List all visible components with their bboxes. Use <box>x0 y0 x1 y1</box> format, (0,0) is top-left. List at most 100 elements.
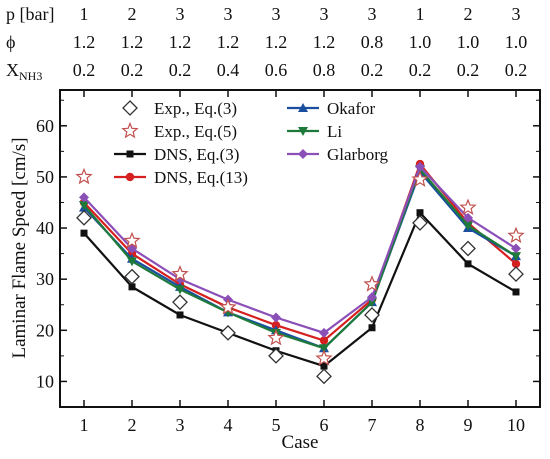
y-tick-label: 50 <box>36 167 54 187</box>
conditions-table: p [bar] 1 2 3 3 3 3 3 1 2 3 ϕ 1.2 1.2 1.2 1.2 1.2 1.2 0.8 1… <box>6 4 527 83</box>
y-tick-label: 30 <box>36 269 54 289</box>
legend-item: DNS, Eq.(13) <box>114 168 248 187</box>
conditions-cell: 1.2 <box>265 32 288 52</box>
conditions-cell: 1.2 <box>217 32 240 52</box>
data-point <box>416 209 424 217</box>
data-point <box>459 198 477 215</box>
x-tick-label: 7 <box>368 415 377 435</box>
data-point <box>172 294 188 311</box>
y-tick-label: 60 <box>36 116 54 136</box>
legend-marker <box>122 100 138 116</box>
legend-item: Okafor <box>287 99 375 118</box>
series-diamond <box>79 161 521 338</box>
series <box>75 159 525 385</box>
data-point <box>415 161 425 172</box>
data-point <box>271 320 281 330</box>
series-line <box>83 161 517 342</box>
legend-item: Exp., Eq.(5) <box>121 121 237 141</box>
data-point <box>507 226 525 244</box>
data-point <box>76 209 92 226</box>
data-point <box>411 170 429 187</box>
legend-marker <box>298 149 308 159</box>
legend: Exp., Eq.(3) Exp., Eq.(5) DNS, Eq.(3) DNS, … <box>114 99 389 187</box>
series-circle <box>79 159 521 345</box>
conditions-cell: 0.2 <box>361 60 384 80</box>
legend-label: Exp., Eq.(5) <box>154 122 237 141</box>
legend-marker <box>298 127 308 136</box>
conditions-cell: 3 <box>176 4 185 24</box>
x-tick-label: 9 <box>464 415 473 435</box>
series-star-open <box>75 167 525 366</box>
legend-marker <box>126 150 134 158</box>
conditions-cell: 3 <box>368 4 377 24</box>
data-point <box>79 192 89 203</box>
data-point <box>511 243 521 254</box>
data-point <box>511 252 521 262</box>
data-point <box>80 229 88 237</box>
data-point <box>508 266 524 282</box>
series-line <box>83 169 517 350</box>
data-point <box>175 285 185 295</box>
data-point <box>316 368 332 385</box>
conditions-row-label: ϕ <box>6 32 15 52</box>
data-point <box>319 336 329 345</box>
data-point <box>267 328 285 346</box>
conditions-cell: 2 <box>464 4 473 24</box>
conditions-cell: 1 <box>416 4 425 24</box>
series-square <box>80 209 520 370</box>
conditions-cell: 3 <box>512 4 521 24</box>
conditions-cell: 0.2 <box>73 60 96 80</box>
series-line <box>83 210 517 368</box>
legend-label: Exp., Eq.(3) <box>154 99 237 118</box>
conditions-cell: 0.8 <box>313 60 336 80</box>
legend-label: Okafor <box>327 99 375 118</box>
data-point <box>320 362 328 370</box>
y-axis-label: Laminar Flame Speed [cm/s] <box>9 137 30 358</box>
x-tick-label: 2 <box>128 415 137 435</box>
data-point <box>464 260 472 268</box>
x-tick-label: 1 <box>80 415 89 435</box>
x-tick-label: 3 <box>176 415 185 435</box>
data-point <box>124 268 140 285</box>
conditions-cell: 3 <box>320 4 329 24</box>
conditions-cell: 1.2 <box>313 32 336 52</box>
legend-marker <box>125 172 135 182</box>
data-point <box>368 324 376 332</box>
conditions-row-label: p [bar] <box>6 4 54 24</box>
legend-label: DNS, Eq.(13) <box>154 168 248 187</box>
conditions-cell: 0.6 <box>265 60 288 80</box>
series-line <box>83 164 517 335</box>
conditions-cell: 1.2 <box>73 32 96 52</box>
data-point <box>123 231 141 249</box>
data-point <box>75 167 93 185</box>
x-axis-label: Case <box>282 432 319 453</box>
y-tick-label: 10 <box>36 371 54 391</box>
conditions-cell: 0.4 <box>217 60 240 80</box>
conditions-cell: 1.0 <box>457 32 480 52</box>
series-line <box>83 167 517 350</box>
data-point <box>364 307 380 323</box>
data-point <box>367 298 377 308</box>
x-tick-label: 4 <box>224 415 233 435</box>
data-point <box>463 221 473 231</box>
data-point <box>463 212 473 223</box>
legend-item: Li <box>287 122 342 141</box>
legend-item: DNS, Eq.(3) <box>114 145 239 164</box>
conditions-cell: 1.0 <box>505 32 528 52</box>
data-point <box>367 292 377 303</box>
conditions-cell: 0.2 <box>457 60 480 80</box>
legend-item: Glarborg <box>287 145 389 164</box>
data-point <box>176 311 184 319</box>
data-point <box>271 312 281 323</box>
data-point <box>512 288 520 296</box>
conditions-cell: 0.2 <box>409 60 432 80</box>
x-tick-label: 5 <box>272 415 281 435</box>
data-point <box>460 240 476 257</box>
conditions-cell: 1 <box>80 4 89 24</box>
conditions-cell: 2 <box>128 4 137 24</box>
y-tick-label: 20 <box>36 320 54 340</box>
y-tick-label: 40 <box>36 218 54 238</box>
legend-label: DNS, Eq.(3) <box>154 145 239 164</box>
conditions-cell: 0.8 <box>361 32 384 52</box>
data-point <box>319 327 329 338</box>
